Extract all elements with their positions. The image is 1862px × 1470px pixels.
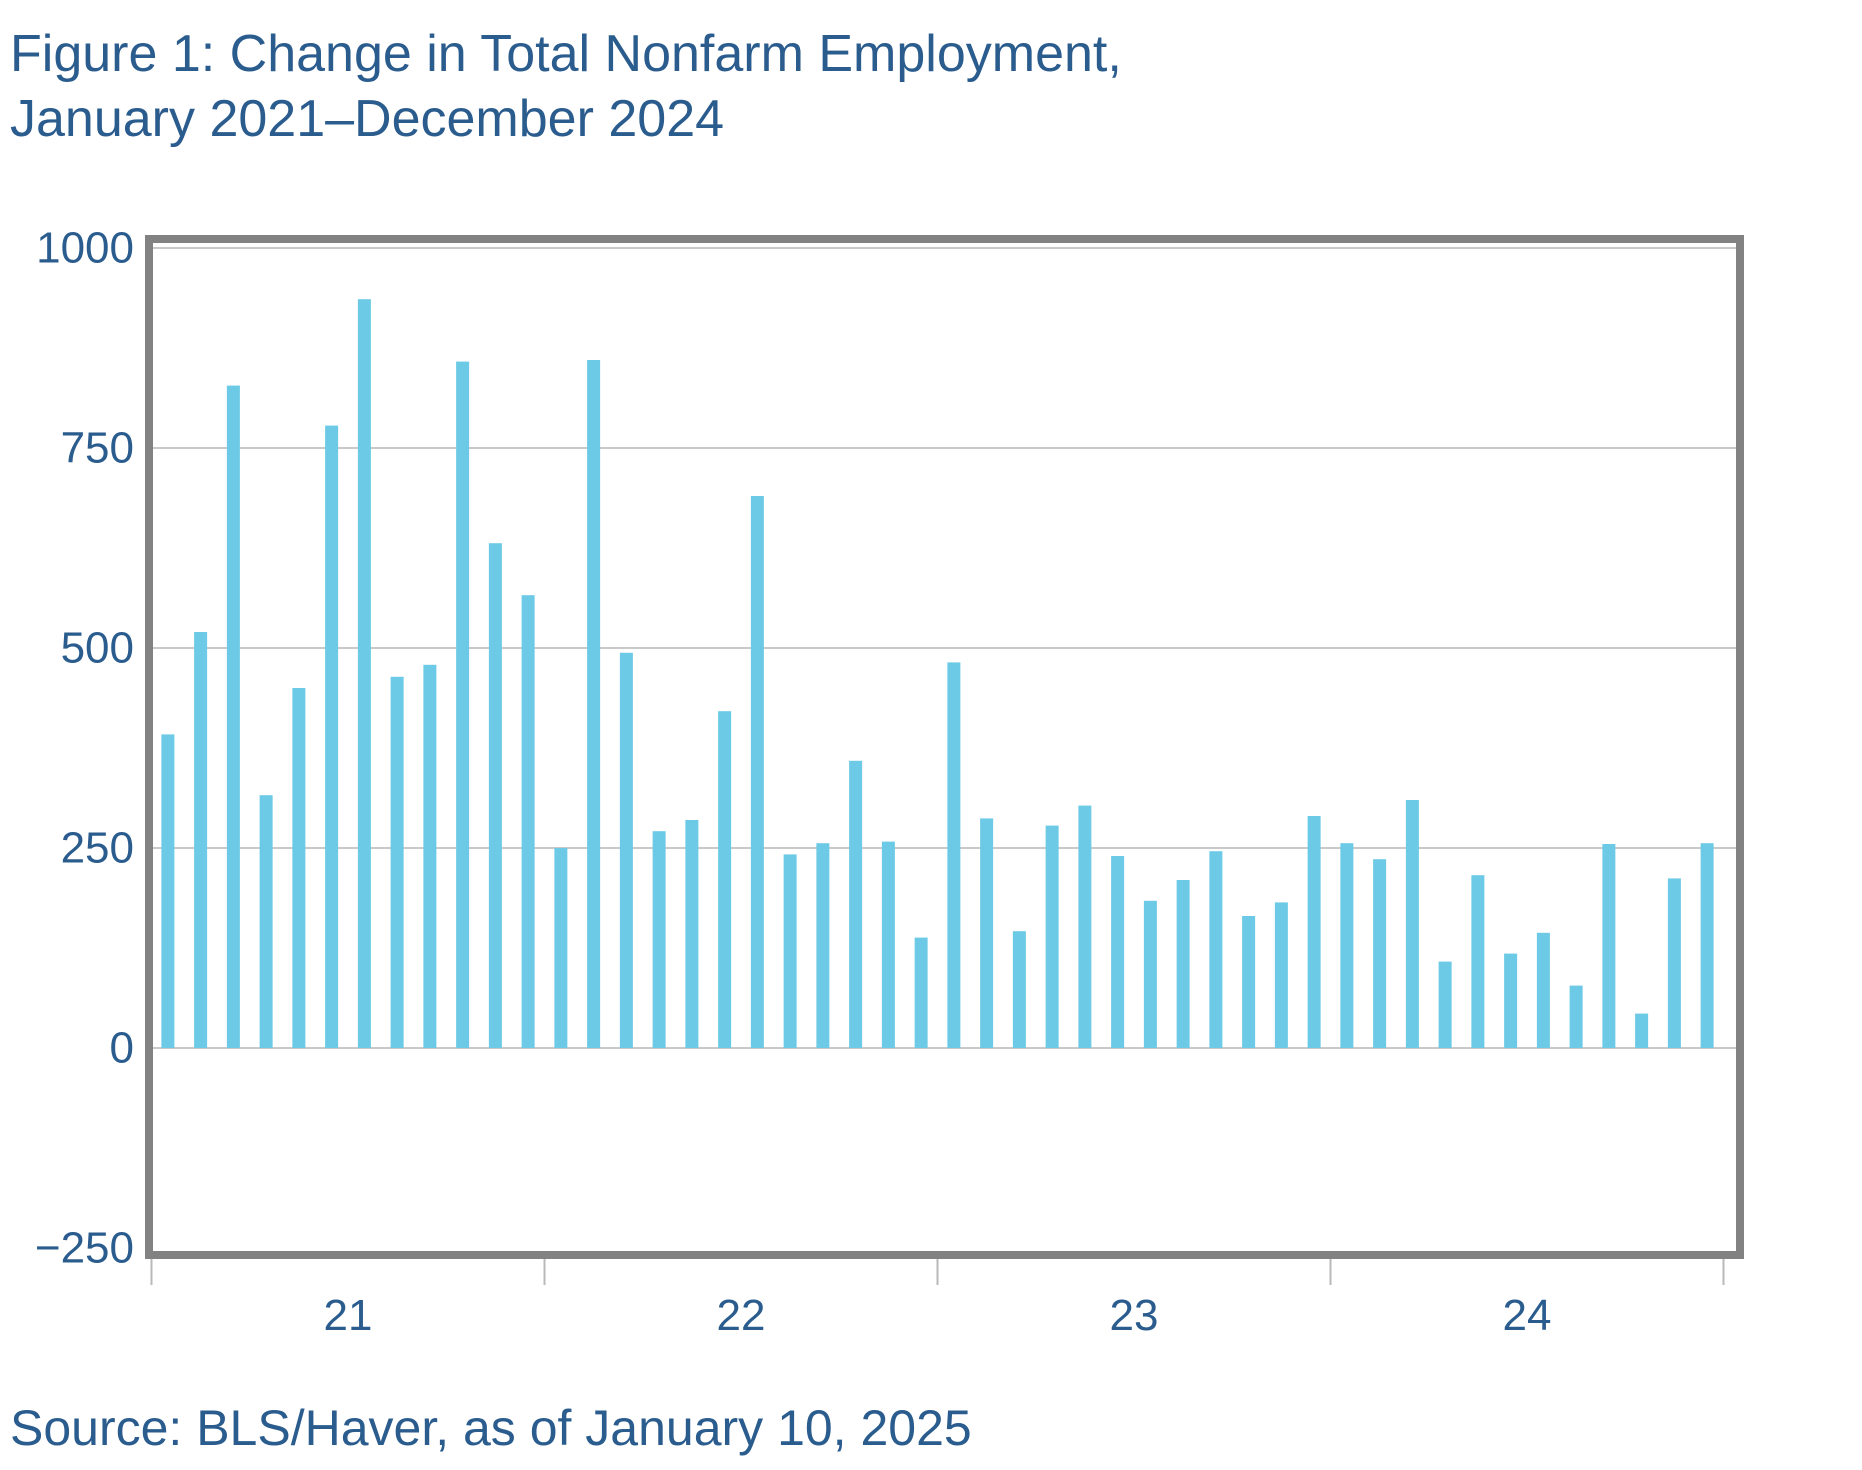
plot-frame <box>145 235 1744 1259</box>
bar-may-2024 <box>1471 875 1485 1048</box>
bar-nov-2022 <box>881 841 895 1048</box>
y-tick-label-0: 0 <box>110 1024 134 1073</box>
bar-dec-2024 <box>1700 843 1714 1048</box>
bar-sep-2021 <box>423 664 437 1048</box>
bar-feb-2021 <box>194 632 208 1048</box>
bar-aug-2024 <box>1569 985 1583 1048</box>
bar-oct-2021 <box>456 361 470 1049</box>
figure-title-line2: January 2021–December 2024 <box>10 90 725 148</box>
bar-mar-2023 <box>1012 931 1026 1048</box>
bar-dec-2021 <box>521 595 535 1048</box>
bar-oct-2022 <box>849 760 863 1048</box>
bar-feb-2022 <box>587 360 601 1048</box>
bar-feb-2023 <box>980 818 994 1048</box>
bar-oct-2024 <box>1635 1013 1649 1048</box>
x-tick-label-23: 23 <box>1110 1291 1159 1340</box>
bar-jun-2021 <box>325 425 339 1049</box>
bar-dec-2023 <box>1307 816 1321 1048</box>
bar-apr-2022 <box>652 831 666 1048</box>
bar-jul-2024 <box>1536 932 1550 1048</box>
bar-apr-2024 <box>1438 961 1452 1048</box>
source-note: Source: BLS/Haver, as of January 10, 202… <box>10 1400 972 1456</box>
bar-jan-2022 <box>554 848 568 1048</box>
bar-mar-2022 <box>619 652 633 1048</box>
bar-nov-2021 <box>488 543 502 1048</box>
bar-jun-2024 <box>1504 953 1518 1048</box>
bar-apr-2023 <box>1045 825 1059 1048</box>
y-tick-label-1000: 1000 <box>36 224 134 273</box>
bar-may-2022 <box>685 820 699 1048</box>
bar-jul-2022 <box>750 496 764 1048</box>
bar-aug-2023 <box>1176 880 1190 1048</box>
bar-aug-2021 <box>390 676 404 1048</box>
bar-jan-2024 <box>1340 843 1354 1048</box>
bar-mar-2021 <box>226 385 240 1049</box>
bar-oct-2023 <box>1242 916 1256 1048</box>
figure-title: Figure 1: Change in Total Nonfarm Employ… <box>10 22 1122 152</box>
bar-may-2023 <box>1078 805 1092 1048</box>
x-tick-label-22: 22 <box>717 1291 766 1340</box>
bar-jun-2022 <box>718 711 732 1048</box>
bar-jul-2021 <box>357 299 371 1048</box>
bar-feb-2024 <box>1373 859 1387 1048</box>
x-tick-label-21: 21 <box>324 1291 373 1340</box>
bar-nov-2023 <box>1274 902 1288 1048</box>
bar-nov-2024 <box>1667 878 1681 1048</box>
bar-mar-2024 <box>1405 800 1419 1048</box>
y-tick-label-750: 750 <box>61 424 134 473</box>
bar-jul-2023 <box>1143 900 1157 1048</box>
bar-jun-2023 <box>1111 856 1125 1048</box>
bar-apr-2021 <box>259 795 273 1048</box>
bar-jan-2023 <box>947 662 961 1048</box>
figure-title-line1: Figure 1: Change in Total Nonfarm Employ… <box>10 25 1122 83</box>
bar-sep-2024 <box>1602 844 1616 1048</box>
bar-dec-2022 <box>914 937 928 1048</box>
bar-sep-2022 <box>816 843 830 1048</box>
y-tick-label--250: −250 <box>35 1224 134 1273</box>
bar-may-2021 <box>292 688 306 1048</box>
y-tick-label-250: 250 <box>61 824 134 873</box>
y-tick-label-500: 500 <box>61 624 134 673</box>
bar-sep-2023 <box>1209 851 1223 1048</box>
bar-jan-2021 <box>161 734 175 1048</box>
x-tick-label-24: 24 <box>1503 1291 1552 1340</box>
bar-aug-2022 <box>783 854 797 1048</box>
